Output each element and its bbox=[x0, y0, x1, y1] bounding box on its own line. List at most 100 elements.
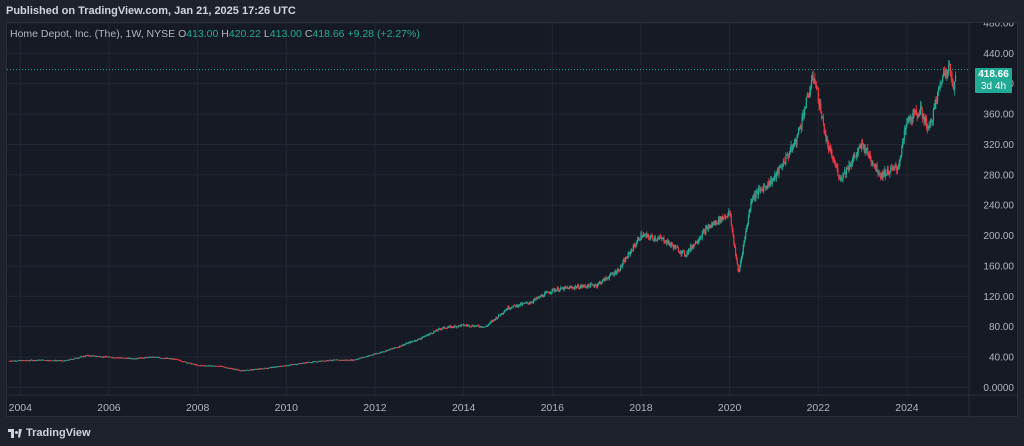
candle-body bbox=[507, 306, 509, 310]
candle-body bbox=[670, 244, 672, 246]
tradingview-logo[interactable]: TradingView bbox=[8, 427, 91, 439]
candle-body bbox=[947, 71, 949, 74]
candle-body bbox=[908, 117, 911, 120]
candle-body bbox=[394, 347, 397, 349]
candle-body bbox=[90, 355, 92, 357]
candle-body bbox=[287, 365, 289, 367]
candle-body bbox=[506, 309, 508, 311]
candle-body bbox=[539, 295, 541, 298]
candle-body bbox=[349, 359, 351, 361]
candle-body bbox=[220, 366, 223, 367]
candle-body bbox=[890, 167, 893, 169]
candle-body bbox=[874, 165, 876, 169]
candle-body bbox=[165, 358, 167, 359]
candle-body bbox=[538, 296, 540, 298]
candle-body bbox=[11, 360, 13, 362]
x-tick-label: 2008 bbox=[186, 402, 210, 414]
candle-body bbox=[362, 357, 364, 358]
candle-body bbox=[200, 365, 202, 367]
candle-body bbox=[295, 363, 297, 365]
candle-body bbox=[631, 250, 634, 252]
candle-body bbox=[954, 75, 957, 82]
candle-body bbox=[197, 364, 199, 366]
candle-body bbox=[412, 341, 414, 343]
candle-body bbox=[633, 245, 635, 247]
candle-body bbox=[731, 225, 733, 231]
candle-body bbox=[353, 359, 355, 361]
candle-body bbox=[695, 241, 697, 244]
candle-body bbox=[16, 360, 18, 362]
candle-body bbox=[294, 363, 296, 365]
candle-body bbox=[350, 359, 352, 361]
candle-body bbox=[54, 360, 56, 361]
candle-body bbox=[75, 357, 78, 359]
candle-body bbox=[706, 227, 709, 230]
candle-body bbox=[854, 155, 856, 157]
candle-body bbox=[352, 359, 354, 361]
candle-body bbox=[711, 223, 714, 225]
candle-body bbox=[351, 359, 353, 361]
candle-body bbox=[733, 235, 735, 244]
chart-panel[interactable]: 480.00440.00400.00360.00320.00280.00240.… bbox=[6, 22, 1019, 418]
candle-body bbox=[104, 356, 107, 358]
low-value: 413.00 bbox=[269, 28, 302, 40]
candle-body bbox=[769, 179, 772, 184]
candle-body bbox=[726, 216, 728, 218]
candle-body bbox=[414, 340, 416, 342]
candle-body bbox=[836, 166, 838, 169]
candle-body bbox=[45, 360, 47, 362]
candle-body bbox=[931, 120, 934, 123]
candle-body bbox=[256, 368, 258, 370]
candle-body bbox=[509, 307, 512, 309]
candle-body bbox=[657, 238, 659, 240]
candle-body bbox=[845, 167, 848, 175]
candle-body bbox=[51, 360, 53, 362]
candle-body bbox=[554, 290, 556, 292]
candle-body bbox=[249, 369, 251, 371]
candle-body bbox=[538, 296, 541, 298]
candle-body bbox=[862, 143, 865, 150]
candle-body bbox=[921, 109, 923, 118]
candle-body bbox=[624, 257, 627, 263]
candle-body bbox=[464, 324, 466, 326]
candle-body bbox=[943, 71, 946, 76]
candle-body bbox=[353, 359, 356, 361]
candle-body bbox=[83, 356, 85, 357]
candle-body bbox=[314, 361, 316, 363]
candle-body bbox=[111, 357, 113, 359]
candle-body bbox=[283, 365, 285, 367]
candle-body bbox=[419, 338, 421, 340]
candle-body bbox=[825, 134, 827, 141]
candle-body bbox=[579, 286, 582, 289]
candle-body bbox=[468, 325, 470, 326]
candle-body bbox=[703, 230, 705, 232]
candle-body bbox=[232, 369, 235, 370]
candle-body bbox=[496, 317, 498, 319]
candle-body bbox=[263, 368, 265, 370]
candle-body bbox=[372, 354, 374, 356]
candle-body bbox=[366, 356, 368, 358]
candle-body bbox=[402, 344, 404, 346]
candle-body bbox=[179, 359, 181, 361]
candle-body bbox=[250, 369, 252, 371]
candle-body bbox=[569, 286, 571, 288]
candle-body bbox=[24, 360, 27, 362]
candle-body bbox=[298, 363, 300, 365]
candle-body bbox=[746, 227, 748, 232]
candle-body bbox=[594, 285, 596, 287]
candle-body bbox=[916, 113, 918, 117]
candle-body bbox=[504, 310, 506, 312]
candle-body bbox=[172, 358, 174, 360]
candle-body bbox=[218, 366, 220, 368]
candle-body bbox=[120, 357, 122, 359]
candle-body bbox=[567, 287, 569, 289]
candle-body bbox=[628, 252, 630, 254]
candlestick-chart[interactable]: 480.00440.00400.00360.00320.00280.00240.… bbox=[7, 23, 1019, 418]
candle-body bbox=[41, 359, 43, 361]
candle-body bbox=[950, 74, 952, 78]
candle-body bbox=[525, 302, 527, 304]
candle-body bbox=[174, 358, 176, 360]
candle-body bbox=[80, 356, 82, 358]
candle-body bbox=[630, 250, 632, 255]
candle-body bbox=[709, 224, 711, 228]
